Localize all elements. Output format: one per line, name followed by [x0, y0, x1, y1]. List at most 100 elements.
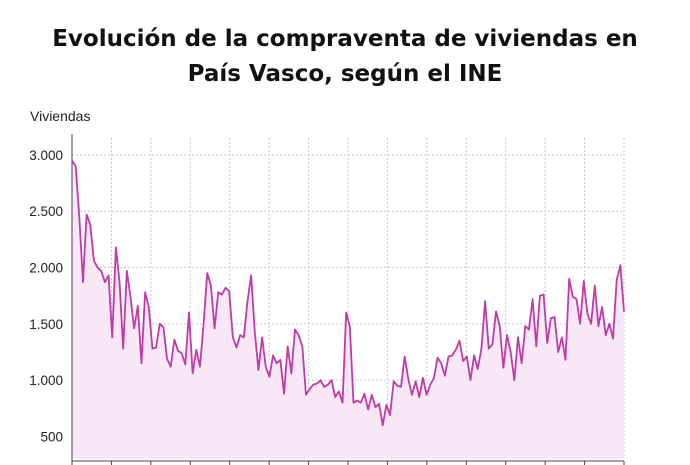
data-point — [411, 394, 413, 396]
data-point — [261, 336, 263, 338]
data-point — [612, 337, 614, 340]
data-point — [327, 384, 329, 386]
data-point — [265, 366, 267, 368]
data-point — [129, 296, 132, 298]
data-point — [429, 384, 431, 386]
data-point — [550, 317, 552, 319]
data-point — [243, 336, 245, 338]
y-tick-label: 3.000 — [29, 148, 63, 163]
data-point — [144, 291, 146, 293]
data-point — [206, 272, 208, 274]
chart-title: Evolución de la compraventa de viviendas… — [0, 22, 690, 92]
data-point — [100, 270, 102, 272]
y-tick-label: 1.000 — [29, 373, 63, 388]
data-point — [250, 274, 252, 277]
data-point — [118, 281, 121, 283]
data-point — [235, 346, 238, 349]
data-point — [418, 396, 420, 398]
data-point — [422, 377, 424, 379]
data-point — [290, 372, 292, 374]
data-point — [330, 379, 333, 381]
data-point — [122, 348, 124, 350]
data-point — [305, 394, 307, 396]
data-point — [323, 386, 325, 388]
data-point — [217, 291, 219, 293]
data-point — [298, 334, 300, 336]
data-point — [257, 369, 260, 371]
data-point — [137, 305, 139, 307]
data-point — [239, 334, 241, 336]
data-point — [254, 331, 256, 333]
data-point — [572, 296, 574, 298]
data-point — [466, 355, 468, 358]
data-point — [148, 306, 150, 308]
data-point — [177, 350, 179, 352]
data-point — [309, 388, 311, 390]
data-point — [199, 366, 201, 368]
data-point — [96, 266, 99, 269]
data-point — [415, 380, 417, 382]
data-point — [517, 336, 519, 338]
data-point — [82, 281, 84, 283]
data-point — [213, 327, 216, 329]
data-point — [532, 298, 534, 300]
y-axis-label: Viviendas — [30, 108, 91, 124]
data-point — [86, 213, 88, 216]
data-point — [605, 334, 607, 336]
data-point — [396, 385, 398, 387]
data-point — [557, 351, 559, 353]
chart-title-line-1: Evolución de la compraventa de viviendas… — [52, 26, 638, 52]
y-tick-label: 2.500 — [29, 204, 63, 219]
data-point — [601, 306, 603, 308]
data-point — [586, 313, 589, 315]
data-point — [367, 408, 369, 411]
data-point — [104, 281, 106, 283]
data-point — [89, 224, 91, 226]
data-point — [184, 363, 186, 365]
data-point — [502, 367, 504, 369]
data-point — [473, 354, 475, 356]
data-point — [491, 343, 493, 345]
data-point — [619, 264, 621, 266]
data-point — [385, 404, 387, 406]
data-point — [542, 293, 545, 296]
data-point — [579, 323, 581, 325]
y-tick-label: 500 — [40, 429, 63, 444]
data-point — [352, 402, 355, 404]
data-point — [477, 368, 479, 370]
data-point — [356, 399, 358, 402]
data-point — [389, 414, 391, 416]
data-point — [426, 394, 428, 396]
data-point — [126, 270, 128, 272]
data-point — [444, 375, 446, 377]
data-point — [159, 323, 161, 325]
data-point — [371, 394, 373, 396]
y-tick-label: 1.500 — [29, 317, 63, 332]
data-point — [553, 316, 556, 318]
data-point — [447, 355, 450, 358]
data-point — [221, 293, 223, 296]
data-point — [608, 323, 610, 325]
data-point — [374, 406, 377, 408]
data-point — [279, 359, 281, 361]
data-point — [393, 380, 395, 382]
data-point — [181, 352, 183, 354]
data-point — [319, 379, 322, 381]
data-point — [363, 393, 366, 395]
data-point — [623, 310, 625, 313]
data-point — [433, 377, 435, 379]
data-point — [224, 287, 227, 289]
data-point — [506, 334, 508, 336]
data-point — [484, 300, 486, 302]
data-point — [524, 325, 526, 327]
data-point — [140, 362, 143, 364]
data-point — [151, 348, 154, 350]
data-point — [195, 349, 197, 351]
data-point — [400, 386, 402, 388]
chart-title-line-2: País Vasco, según el INE — [187, 61, 503, 87]
data-point — [590, 323, 592, 325]
data-point — [188, 311, 190, 314]
data-point — [75, 165, 77, 167]
data-point — [316, 382, 318, 385]
